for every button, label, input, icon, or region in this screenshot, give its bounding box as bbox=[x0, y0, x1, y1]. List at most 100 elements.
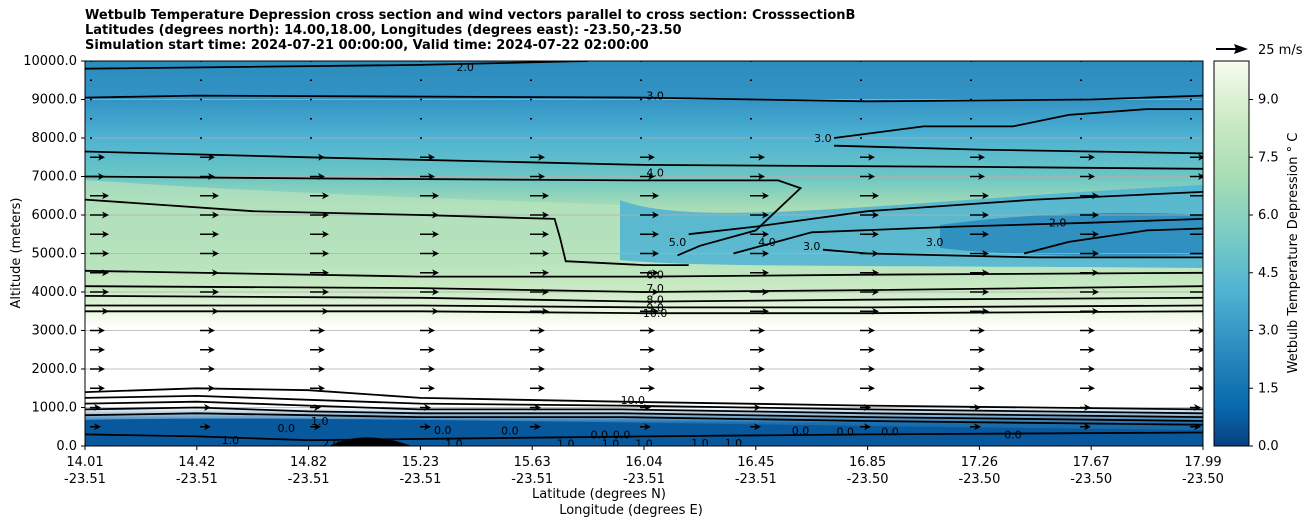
contour-label: 7.0 bbox=[646, 282, 664, 295]
wind-vector bbox=[750, 192, 769, 200]
wind-vector-head bbox=[542, 269, 549, 277]
wind-vector-head bbox=[758, 153, 765, 161]
contour-line bbox=[834, 144, 1203, 155]
contour-line bbox=[833, 108, 1203, 139]
wind-vector bbox=[860, 307, 879, 315]
wind-vector bbox=[200, 346, 215, 354]
wind-vector-head bbox=[1194, 404, 1201, 411]
x-tick-label-lon: -23.51 bbox=[176, 472, 218, 487]
wind-vector bbox=[530, 404, 541, 411]
wind-vector-head bbox=[94, 404, 101, 411]
x-tick-label-lon: -23.50 bbox=[1070, 472, 1112, 487]
wind-vector bbox=[310, 346, 325, 354]
contour-label: 0.0 bbox=[836, 425, 854, 438]
wind-vector bbox=[1190, 153, 1203, 161]
wind-vector-head bbox=[542, 211, 549, 219]
wind-vector-head bbox=[538, 173, 545, 180]
wind-vector bbox=[860, 230, 879, 238]
wind-vector bbox=[90, 307, 109, 315]
wind-vector-head bbox=[542, 250, 549, 257]
wind-vector-head bbox=[872, 250, 879, 257]
wind-vector-head bbox=[208, 384, 215, 392]
contour-line bbox=[85, 150, 1203, 170]
wind-vector-head bbox=[872, 192, 879, 200]
wind-vector bbox=[530, 307, 549, 315]
wind-vector-head bbox=[98, 327, 105, 334]
wind-vector bbox=[970, 346, 985, 354]
wind-vector bbox=[530, 346, 545, 354]
wind-vector-head bbox=[102, 307, 109, 315]
wind-vector-head bbox=[428, 346, 435, 354]
wind-vector bbox=[640, 192, 659, 200]
colorbar-tick-label: 1.5 bbox=[1258, 381, 1279, 396]
wind-vector-head bbox=[212, 250, 219, 257]
wind-vector-head bbox=[872, 211, 879, 219]
wind-vector-head bbox=[1088, 327, 1095, 334]
wind-vector-head bbox=[102, 230, 109, 238]
contour-label: 1.0 bbox=[445, 438, 463, 451]
x-tick-label-lat: 16.04 bbox=[625, 455, 662, 470]
x-tick-label-lon: -23.51 bbox=[64, 472, 106, 487]
wind-vector bbox=[1080, 365, 1095, 373]
wind-vector bbox=[640, 269, 659, 277]
contour-label: 3.0 bbox=[814, 132, 832, 145]
wind-vector bbox=[860, 192, 879, 200]
contour-label: 3.0 bbox=[803, 240, 821, 253]
contour-line bbox=[85, 198, 689, 266]
wind-vector-head bbox=[428, 327, 435, 334]
wind-vector bbox=[310, 423, 321, 431]
wind-vector-head bbox=[1092, 250, 1099, 257]
wind-vector-head bbox=[322, 211, 329, 219]
wind-vector-head bbox=[98, 173, 105, 180]
contour-line bbox=[85, 412, 1203, 426]
x-tick-label-lat: 16.45 bbox=[737, 455, 774, 470]
wind-vector-head bbox=[1092, 288, 1099, 296]
wind-vector-head bbox=[102, 211, 109, 219]
y-tick-label: 9000.0 bbox=[32, 93, 78, 108]
contour-label: 0.0 bbox=[1004, 428, 1022, 441]
contour-line bbox=[85, 400, 1203, 418]
wind-vector-head bbox=[1084, 423, 1091, 431]
wind-vector-head bbox=[864, 423, 871, 431]
x-tick-label-lon: -23.51 bbox=[288, 472, 330, 487]
wind-vector bbox=[750, 327, 765, 334]
wind-vector-head bbox=[652, 288, 659, 296]
contour-line bbox=[85, 175, 803, 257]
colorbar-tick-label: 6.0 bbox=[1258, 208, 1279, 223]
wind-vector-head bbox=[98, 153, 105, 161]
wind-vector bbox=[1080, 211, 1099, 219]
wind-vector bbox=[420, 269, 439, 277]
wind-vector bbox=[970, 288, 989, 296]
wind-vector bbox=[200, 404, 211, 411]
wind-vector-head bbox=[762, 230, 769, 238]
wind-vector-head bbox=[432, 288, 439, 296]
wind-vector-head bbox=[982, 307, 989, 315]
wind-vector-head bbox=[322, 269, 329, 277]
wind-vector bbox=[860, 423, 871, 431]
wind-vector-head bbox=[652, 307, 659, 315]
wind-vector-head bbox=[978, 173, 985, 180]
wind-vector bbox=[750, 384, 765, 392]
wind-vector bbox=[970, 423, 981, 431]
wind-vector bbox=[640, 404, 651, 411]
wind-vector bbox=[310, 192, 329, 200]
wind-vector bbox=[1080, 153, 1095, 161]
wind-vector bbox=[860, 288, 879, 296]
wind-vector-head bbox=[208, 365, 215, 373]
quiver-key-label: 25 m/s bbox=[1258, 43, 1303, 58]
wind-vector bbox=[860, 211, 879, 219]
wind-vector bbox=[1190, 404, 1201, 411]
wind-vector bbox=[200, 365, 215, 373]
y-tick-label: 2000.0 bbox=[32, 362, 78, 377]
wind-vector bbox=[420, 211, 439, 219]
wind-vector-head bbox=[538, 327, 545, 334]
wind-vector-head bbox=[1088, 153, 1095, 161]
contour-line bbox=[733, 218, 1203, 255]
wind-vector bbox=[1190, 346, 1203, 354]
contour-line bbox=[822, 248, 1203, 259]
contour-label: 0.0 bbox=[434, 424, 452, 437]
wind-vector bbox=[1080, 404, 1091, 411]
wind-vector bbox=[200, 211, 219, 219]
wind-vector-head bbox=[758, 346, 765, 354]
wind-vector bbox=[1080, 327, 1095, 334]
